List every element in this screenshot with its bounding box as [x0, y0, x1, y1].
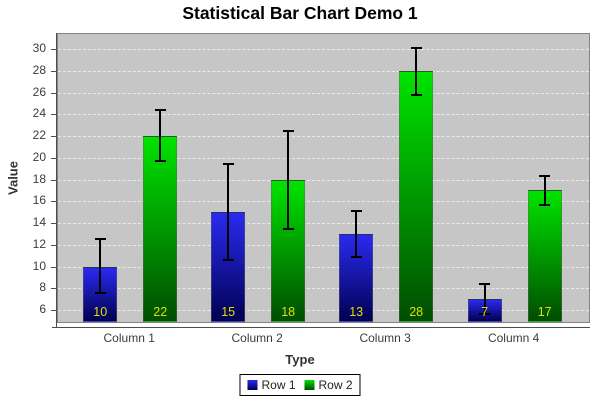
error-bar-cap-bottom-row1-column4 — [479, 313, 491, 316]
y-tick-label-16: 16 — [32, 193, 46, 208]
bar-row2-column4 — [527, 190, 562, 322]
bar-value-label-row2-column4: 17 — [537, 305, 552, 319]
y-tick-mark-30 — [51, 49, 56, 51]
y-tick-mark-20 — [51, 157, 56, 159]
x-axis-line — [52, 327, 590, 328]
gridline-30 — [58, 49, 589, 51]
error-bar-row1-column2 — [227, 164, 230, 261]
legend-label: Row 2 — [318, 378, 353, 392]
gridline-22 — [58, 136, 589, 138]
y-tick-mark-12 — [51, 244, 56, 246]
y-tick-mark-8 — [51, 288, 56, 290]
error-bar-cap-top-row1-column3 — [350, 210, 362, 213]
legend-item-row1: Row 1 — [247, 378, 296, 392]
gridline-28 — [58, 70, 589, 72]
error-bar-row1-column3 — [355, 211, 358, 257]
y-tick-label-22: 22 — [32, 128, 46, 143]
plot-area: 10 22 15 18 13 28 7 17 — [57, 33, 590, 323]
bar-row2-column3 — [399, 70, 434, 322]
category-label-2: Column 2 — [231, 331, 283, 345]
y-tick-label-18: 18 — [32, 171, 46, 186]
bar-value-label-row1-column2: 15 — [221, 305, 236, 319]
error-bar-cap-top-row2-column1 — [154, 109, 166, 112]
bar-value-label-row1-column4: 7 — [481, 305, 489, 319]
y-tick-label-30: 30 — [32, 41, 46, 56]
y-tick-label-8: 8 — [39, 280, 46, 295]
legend-label: Row 1 — [261, 378, 296, 392]
y-tick-mark-22 — [51, 136, 56, 138]
y-tick-label-10: 10 — [32, 258, 46, 273]
gridline-12 — [58, 244, 589, 246]
error-bar-cap-top-row1-column2 — [222, 163, 234, 166]
category-label-3: Column 3 — [359, 331, 411, 345]
error-bar-cap-bottom-row2-column2 — [282, 227, 294, 230]
gridline-8 — [58, 288, 589, 290]
legend-swatch-row2 — [304, 380, 315, 390]
category-label-1: Column 1 — [103, 331, 155, 345]
error-bar-row1-column1 — [99, 239, 102, 293]
error-bar-cap-bottom-row2-column3 — [410, 93, 422, 96]
gridline-18 — [58, 179, 589, 181]
gridline-14 — [58, 223, 589, 225]
error-bar-row2-column3 — [415, 48, 418, 95]
y-axis-line — [56, 33, 57, 327]
category-label-4: Column 4 — [487, 331, 540, 345]
error-bar-cap-bottom-row1-column3 — [350, 255, 362, 258]
bar-value-label-row2-column3: 28 — [409, 305, 424, 319]
y-tick-mark-10 — [51, 266, 56, 268]
bar-row2-column1 — [143, 136, 178, 322]
legend-swatch-row1 — [247, 380, 258, 390]
error-bar-cap-top-row1-column1 — [94, 238, 106, 241]
error-bar-row1-column4 — [483, 283, 486, 315]
error-bar-cap-top-row2-column4 — [539, 175, 551, 178]
bar-value-label-row2-column2: 18 — [281, 305, 296, 319]
y-tick-mark-6 — [51, 310, 56, 312]
error-bar-row2-column1 — [159, 110, 162, 162]
gridline-20 — [58, 157, 589, 159]
error-bar-cap-top-row1-column4 — [479, 282, 491, 285]
y-tick-label-14: 14 — [32, 215, 46, 230]
y-tick-label-12: 12 — [32, 236, 46, 251]
legend-item-row2: Row 2 — [304, 378, 353, 392]
y-tick-mark-28 — [51, 70, 56, 72]
y-tick-mark-26 — [51, 92, 56, 94]
chart-title: Statistical Bar Chart Demo 1 — [182, 3, 418, 23]
y-tick-label-28: 28 — [32, 62, 46, 77]
bar-row1-column3 — [339, 233, 374, 322]
gridline-26 — [58, 92, 589, 94]
y-tick-label-20: 20 — [32, 149, 46, 164]
y-tick-label-26: 26 — [32, 84, 46, 99]
error-bar-cap-top-row2-column2 — [282, 129, 294, 132]
y-tick-label-24: 24 — [32, 106, 46, 121]
bar-value-label-row1-column1: 10 — [93, 305, 108, 319]
gridline-16 — [58, 201, 589, 203]
gridline-10 — [58, 266, 589, 268]
x-axis-title: Type — [285, 352, 315, 367]
y-tick-mark-24 — [51, 114, 56, 116]
error-bar-cap-bottom-row2-column1 — [154, 160, 166, 163]
gridline-24 — [58, 114, 589, 116]
gridline-6 — [58, 310, 589, 312]
error-bar-cap-bottom-row1-column2 — [222, 259, 234, 262]
error-bar-row2-column2 — [287, 130, 290, 229]
error-bar-cap-top-row2-column3 — [410, 47, 422, 50]
error-bar-cap-bottom-row2-column4 — [539, 203, 551, 206]
y-tick-label-6: 6 — [39, 302, 46, 317]
y-tick-mark-18 — [51, 179, 56, 181]
y-tick-mark-16 — [51, 201, 56, 203]
bar-value-label-row2-column1: 22 — [153, 305, 168, 319]
y-tick-mark-14 — [51, 223, 56, 225]
error-bar-row2-column4 — [543, 176, 546, 205]
bar-value-label-row1-column3: 13 — [349, 305, 364, 319]
error-bar-cap-bottom-row1-column1 — [94, 291, 106, 294]
legend: Row 1 Row 2 — [239, 374, 361, 396]
